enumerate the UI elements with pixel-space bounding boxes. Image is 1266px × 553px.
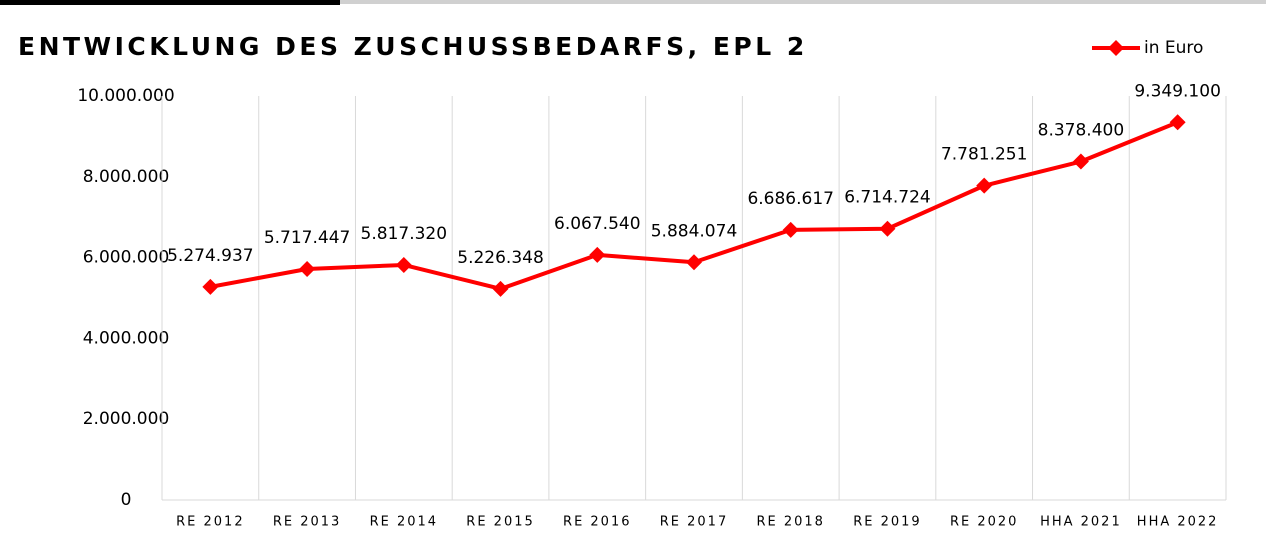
data-label: 5.717.447: [264, 228, 351, 248]
data-label: 6.714.724: [844, 188, 931, 208]
x-tick-label: HHA 2021: [1040, 515, 1122, 530]
marker: [299, 261, 316, 278]
marker: [492, 280, 509, 297]
marker: [589, 246, 606, 263]
x-tick-label: RE 2013: [273, 515, 341, 530]
x-tick-label: RE 2014: [370, 515, 438, 530]
marker: [686, 254, 702, 271]
data-label: 6.067.540: [554, 214, 641, 234]
top-border: [0, 0, 1266, 4]
data-label: 9.349.100: [1134, 81, 1221, 101]
chart-title: ENTWICKLUNG DES ZUSCHUSSBEDARFS, EPL 2: [18, 32, 808, 61]
legend-marker: [1108, 40, 1124, 56]
x-tick-label: RE 2016: [563, 515, 631, 530]
marker: [395, 256, 412, 273]
data-label: 5.226.348: [457, 248, 544, 268]
data-label: 5.884.074: [651, 221, 738, 241]
data-label: 8.378.400: [1038, 121, 1125, 141]
x-tick-label: RE 2015: [466, 515, 534, 530]
marker: [879, 220, 896, 237]
x-tick-label: RE 2019: [853, 515, 921, 530]
marker: [782, 221, 799, 238]
marker: [202, 278, 219, 295]
marker: [976, 177, 993, 194]
x-tick-label: RE 2020: [950, 515, 1018, 530]
y-tick-label: 2.000.000: [83, 409, 170, 429]
y-tick-label: 0: [121, 490, 132, 510]
data-label: 5.817.320: [361, 224, 448, 244]
legend-label: in Euro: [1144, 38, 1203, 58]
data-label: 5.274.937: [167, 246, 254, 266]
y-tick-label: 4.000.000: [83, 328, 170, 348]
x-tick-label: HHA 2022: [1137, 515, 1219, 530]
marker: [1072, 153, 1089, 170]
x-tick-label: RE 2012: [176, 515, 244, 530]
x-tick-label: RE 2017: [660, 515, 728, 530]
data-label: 6.686.617: [747, 189, 834, 209]
y-tick-label: 6.000.000: [83, 248, 170, 268]
y-tick-label: 8.000.000: [83, 167, 170, 187]
data-label: 7.781.251: [941, 145, 1028, 165]
top-tab: [0, 0, 340, 5]
marker: [1169, 114, 1186, 131]
y-tick-label: 10.000.000: [77, 86, 174, 106]
x-tick-label: RE 2018: [756, 515, 824, 530]
